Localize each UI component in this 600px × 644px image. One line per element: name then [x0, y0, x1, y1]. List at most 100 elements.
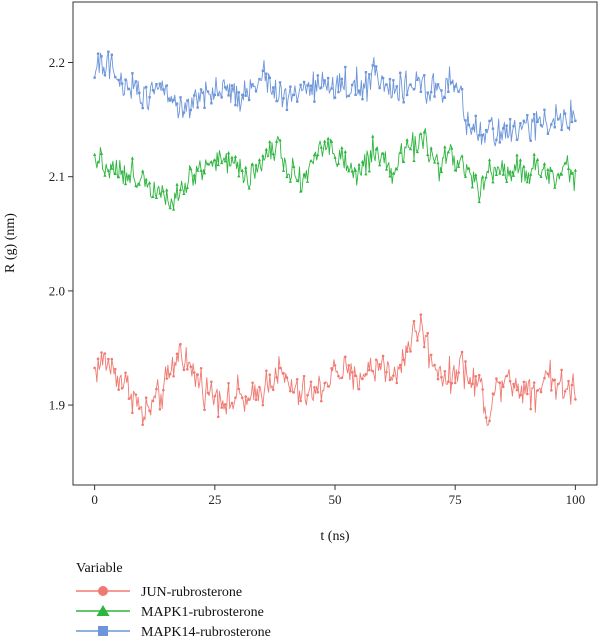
data-point	[402, 358, 405, 361]
data-point	[354, 168, 358, 172]
data-point	[432, 160, 437, 164]
x-tick-label: 25	[208, 492, 221, 507]
data-point	[217, 93, 220, 97]
data-point	[244, 94, 247, 97]
data-point	[230, 155, 234, 159]
data-point	[364, 71, 368, 74]
data-point	[172, 374, 175, 378]
data-point	[316, 152, 320, 157]
data-point	[275, 376, 278, 379]
legend-marker	[96, 605, 110, 616]
data-point	[405, 93, 409, 97]
data-point	[155, 387, 158, 391]
data-point	[385, 83, 388, 86]
data-point	[234, 103, 237, 107]
data-point	[261, 153, 265, 158]
data-point	[360, 159, 365, 164]
data-point	[330, 366, 333, 370]
data-point	[422, 345, 426, 349]
data-point	[384, 167, 389, 171]
data-point	[165, 84, 168, 87]
data-point	[278, 138, 282, 142]
data-point	[371, 64, 374, 67]
data-point	[440, 375, 443, 379]
data-point	[113, 367, 117, 371]
data-point	[302, 374, 306, 378]
data-point	[213, 93, 217, 97]
data-point	[134, 183, 138, 188]
data-point	[560, 368, 563, 372]
data-point	[148, 96, 151, 99]
data-point	[388, 77, 392, 81]
data-point	[416, 78, 419, 82]
data-point	[412, 158, 416, 163]
data-point	[340, 145, 344, 150]
data-point	[474, 172, 478, 177]
data-point	[240, 396, 244, 399]
data-point	[93, 366, 96, 370]
data-point	[518, 158, 523, 162]
data-point	[93, 152, 97, 156]
legend-label: MAPK14-rubrosterone	[141, 625, 271, 640]
data-point	[416, 339, 419, 342]
data-point	[481, 388, 484, 391]
data-point	[453, 168, 457, 172]
data-point	[408, 147, 413, 151]
data-point	[429, 353, 433, 357]
data-point	[230, 401, 234, 405]
data-point	[560, 172, 564, 176]
data-point	[498, 171, 502, 175]
data-point	[199, 168, 203, 172]
data-point	[502, 127, 505, 130]
data-point	[519, 393, 522, 397]
data-point	[319, 399, 323, 403]
data-point	[144, 85, 148, 89]
data-point	[378, 86, 381, 90]
data-point	[546, 167, 550, 171]
y-axis-title: R (g) (nm)	[3, 213, 18, 273]
data-point	[210, 102, 213, 105]
legend-marker	[98, 586, 108, 596]
data-point	[491, 127, 495, 130]
data-point	[415, 149, 420, 154]
data-point	[505, 374, 508, 378]
data-point	[147, 181, 152, 185]
data-point	[477, 373, 481, 377]
data-point	[508, 169, 512, 173]
data-point	[251, 83, 254, 86]
data-point	[103, 173, 107, 177]
data-point	[179, 342, 182, 346]
data-point	[151, 194, 155, 198]
data-point	[423, 74, 426, 77]
data-point	[100, 351, 103, 354]
data-point	[268, 139, 272, 144]
data-point	[337, 90, 340, 94]
data-point	[254, 163, 258, 167]
data-point	[182, 191, 186, 196]
data-point	[543, 376, 546, 380]
data-point	[532, 113, 536, 116]
data-point	[385, 370, 388, 374]
data-point	[563, 161, 567, 165]
data-point	[536, 120, 539, 124]
data-point	[433, 363, 436, 367]
data-point	[230, 84, 234, 87]
data-point	[470, 185, 474, 189]
data-point	[278, 366, 282, 370]
data-point	[522, 380, 526, 384]
data-point	[285, 174, 289, 179]
data-point	[443, 145, 447, 149]
data-point	[374, 147, 378, 151]
data-point	[543, 108, 546, 112]
data-point	[134, 393, 138, 396]
data-point	[299, 399, 302, 403]
data-point	[566, 166, 571, 170]
data-point	[388, 174, 392, 178]
data-point	[323, 139, 327, 143]
data-point	[268, 373, 272, 377]
data-point	[289, 389, 292, 393]
data-point	[539, 124, 543, 127]
data-point	[237, 387, 241, 391]
data-point	[436, 377, 440, 381]
